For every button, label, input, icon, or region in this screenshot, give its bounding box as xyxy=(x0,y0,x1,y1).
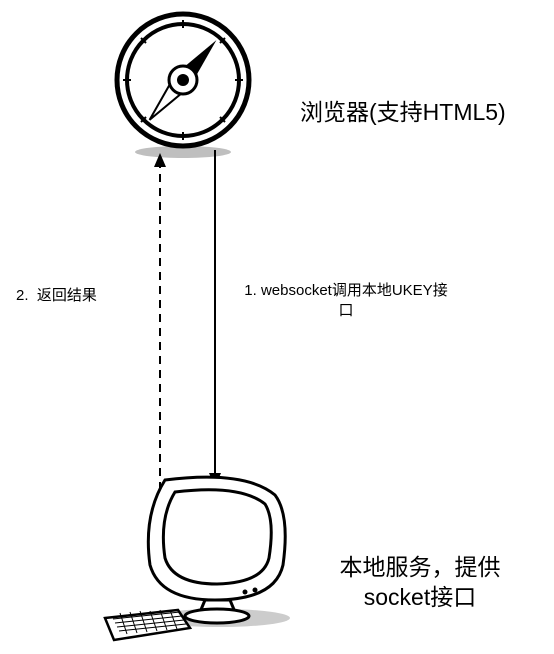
computer-icon xyxy=(95,470,305,645)
arrow-up-label: 2. 返回结果 xyxy=(16,286,97,306)
arrow-down-label: 1. websocket调用本地UKEY接 口 xyxy=(236,281,456,320)
local-service-label: 本地服务，提供 socket接口 xyxy=(315,553,525,613)
diagram-canvas: 浏览器(支持HTML5) 1. websocket调用本地UKEY接 口 2. … xyxy=(0,0,554,654)
browser-label: 浏览器(支持HTML5) xyxy=(300,98,506,128)
